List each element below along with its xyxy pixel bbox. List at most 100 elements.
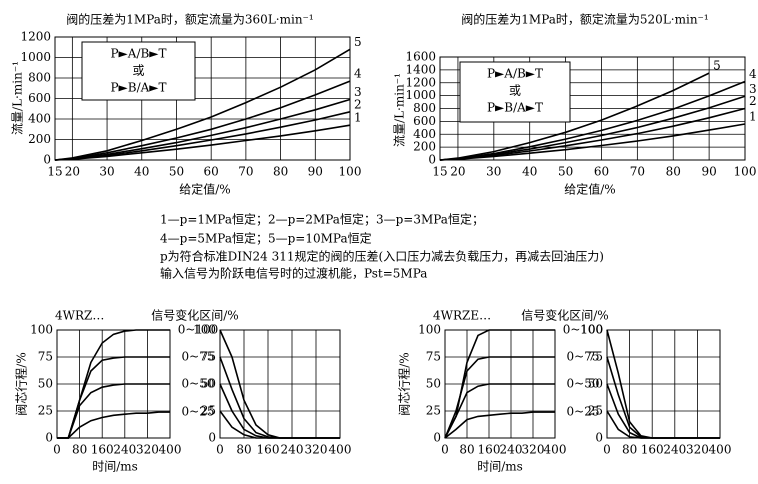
x-tick-label: 80 — [666, 165, 681, 179]
series-label: 0~100 — [563, 323, 604, 337]
series-line — [54, 80, 351, 161]
y-tick-label: 50 — [201, 377, 216, 391]
series-label: 3 — [749, 82, 757, 96]
annotation: 或 — [132, 64, 144, 78]
series-label: 2 — [749, 94, 757, 108]
y-tick-label: 1000 — [20, 50, 51, 64]
y-tick-label: 400 — [413, 127, 436, 141]
x-tick-label: 400 — [159, 443, 182, 457]
x-tick-label: 160 — [478, 443, 501, 457]
x-tick-label: 30 — [486, 165, 501, 179]
x-tick-label: 60 — [594, 165, 609, 179]
series-label: 1 — [354, 111, 362, 125]
x-tick-label: 80 — [273, 165, 288, 179]
y-tick-label: 25 — [426, 404, 441, 418]
y-tick-label: 100 — [193, 323, 216, 337]
x-tick-label: 80 — [72, 443, 87, 457]
y-tick-label: 800 — [413, 101, 436, 115]
y-tick-label: 25 — [588, 404, 603, 418]
x-tick-label: 160 — [257, 443, 280, 457]
x-tick-label: 400 — [544, 443, 567, 457]
y-axis-label: 阀芯行程/% — [14, 352, 29, 415]
y-axis-label: 流量/L·min⁻¹ — [393, 73, 407, 147]
x-tick-label: 15 — [47, 165, 62, 179]
annotation: P►A/B►T — [110, 47, 166, 61]
x-tick-label: 80 — [459, 443, 474, 457]
series-label: 0~50 — [182, 377, 215, 391]
series-label: 4 — [354, 67, 362, 81]
x-tick-label: 320 — [136, 443, 159, 457]
x-tick-label: 60 — [204, 165, 219, 179]
series-label: 0~50 — [567, 377, 600, 391]
x-tick-label: 50 — [169, 165, 184, 179]
series-line — [219, 410, 340, 439]
series-label: 0~25 — [567, 405, 600, 419]
y-axis-label: 阀芯行程/% — [397, 352, 412, 415]
annotation-box — [81, 41, 196, 101]
y-tick-label: 0 — [208, 431, 216, 445]
x-tick-label: 320 — [522, 443, 545, 457]
y-tick-label: 600 — [413, 114, 436, 128]
series-line — [444, 356, 555, 439]
x-tick-label: 20 — [65, 165, 80, 179]
x-tick-label: 80 — [236, 443, 251, 457]
x-tick-label: 40 — [522, 165, 537, 179]
series-label: 5 — [354, 35, 362, 49]
series-line — [444, 383, 555, 439]
y-tick-label: 75 — [588, 350, 603, 364]
series-label: 2 — [354, 97, 362, 111]
x-tick-label: 320 — [305, 443, 328, 457]
y-tick-label: 0 — [433, 431, 441, 445]
chart-title: 信号变化区间/% — [151, 308, 238, 323]
x-tick-label: 160 — [91, 443, 114, 457]
y-tick-label: 1400 — [405, 62, 436, 76]
x-tick-label: 400 — [709, 443, 732, 457]
note: 1—p=1MPa恒定；2—p=2MPa恒定；3—p=3MPa恒定； — [160, 212, 484, 227]
x-tick-label: 240 — [500, 443, 523, 457]
x-tick-label: 320 — [686, 443, 709, 457]
x-tick-label: 70 — [630, 165, 645, 179]
annotation: P►B/A►T — [487, 101, 543, 115]
x-tick-label: 30 — [99, 165, 114, 179]
model-label: 4WRZE… — [433, 309, 491, 323]
y-tick-label: 50 — [426, 377, 441, 391]
y-tick-label: 75 — [426, 350, 441, 364]
series-line — [57, 411, 170, 439]
series-line — [439, 72, 710, 161]
series-label: 4 — [749, 67, 757, 81]
x-tick-label: 160 — [641, 443, 664, 457]
series-label: 0~100 — [178, 323, 219, 337]
x-tick-label: 0 — [216, 443, 224, 457]
x-tick-label: 70 — [238, 165, 253, 179]
note: 输入信号为阶跃电信号时的过渡机能，Pst=5MPa — [160, 266, 427, 281]
annotation: P►B/A►T — [110, 81, 166, 95]
x-tick-label: 240 — [663, 443, 686, 457]
x-axis-label: 给定值/% — [179, 182, 230, 197]
x-tick-label: 240 — [113, 443, 136, 457]
series-line — [54, 98, 351, 161]
x-tick-label: 100 — [339, 165, 362, 179]
x-tick-label: 20 — [450, 165, 465, 179]
y-tick-label: 100 — [418, 323, 441, 337]
y-tick-label: 100 — [580, 323, 603, 337]
series-label: 5 — [713, 59, 721, 73]
series-line — [606, 410, 720, 439]
x-tick-label: 15 — [432, 165, 447, 179]
y-tick-label: 25 — [38, 404, 53, 418]
y-tick-label: 100 — [30, 323, 53, 337]
x-tick-label: 0 — [441, 443, 449, 457]
y-tick-label: 50 — [38, 377, 53, 391]
plot-frame — [54, 36, 351, 161]
series-line — [439, 80, 746, 161]
series-line — [444, 329, 555, 439]
x-axis-label: 时间/ms — [92, 460, 138, 474]
y-tick-label: 75 — [38, 350, 53, 364]
y-tick-label: 75 — [201, 350, 216, 364]
y-tick-label: 0 — [595, 431, 603, 445]
series-line — [57, 356, 170, 439]
x-tick-label: 0 — [53, 443, 61, 457]
y-axis-label: 流量/L·min⁻¹ — [11, 61, 25, 135]
y-tick-label: 1200 — [20, 30, 51, 44]
y-tick-label: 0 — [428, 153, 436, 167]
